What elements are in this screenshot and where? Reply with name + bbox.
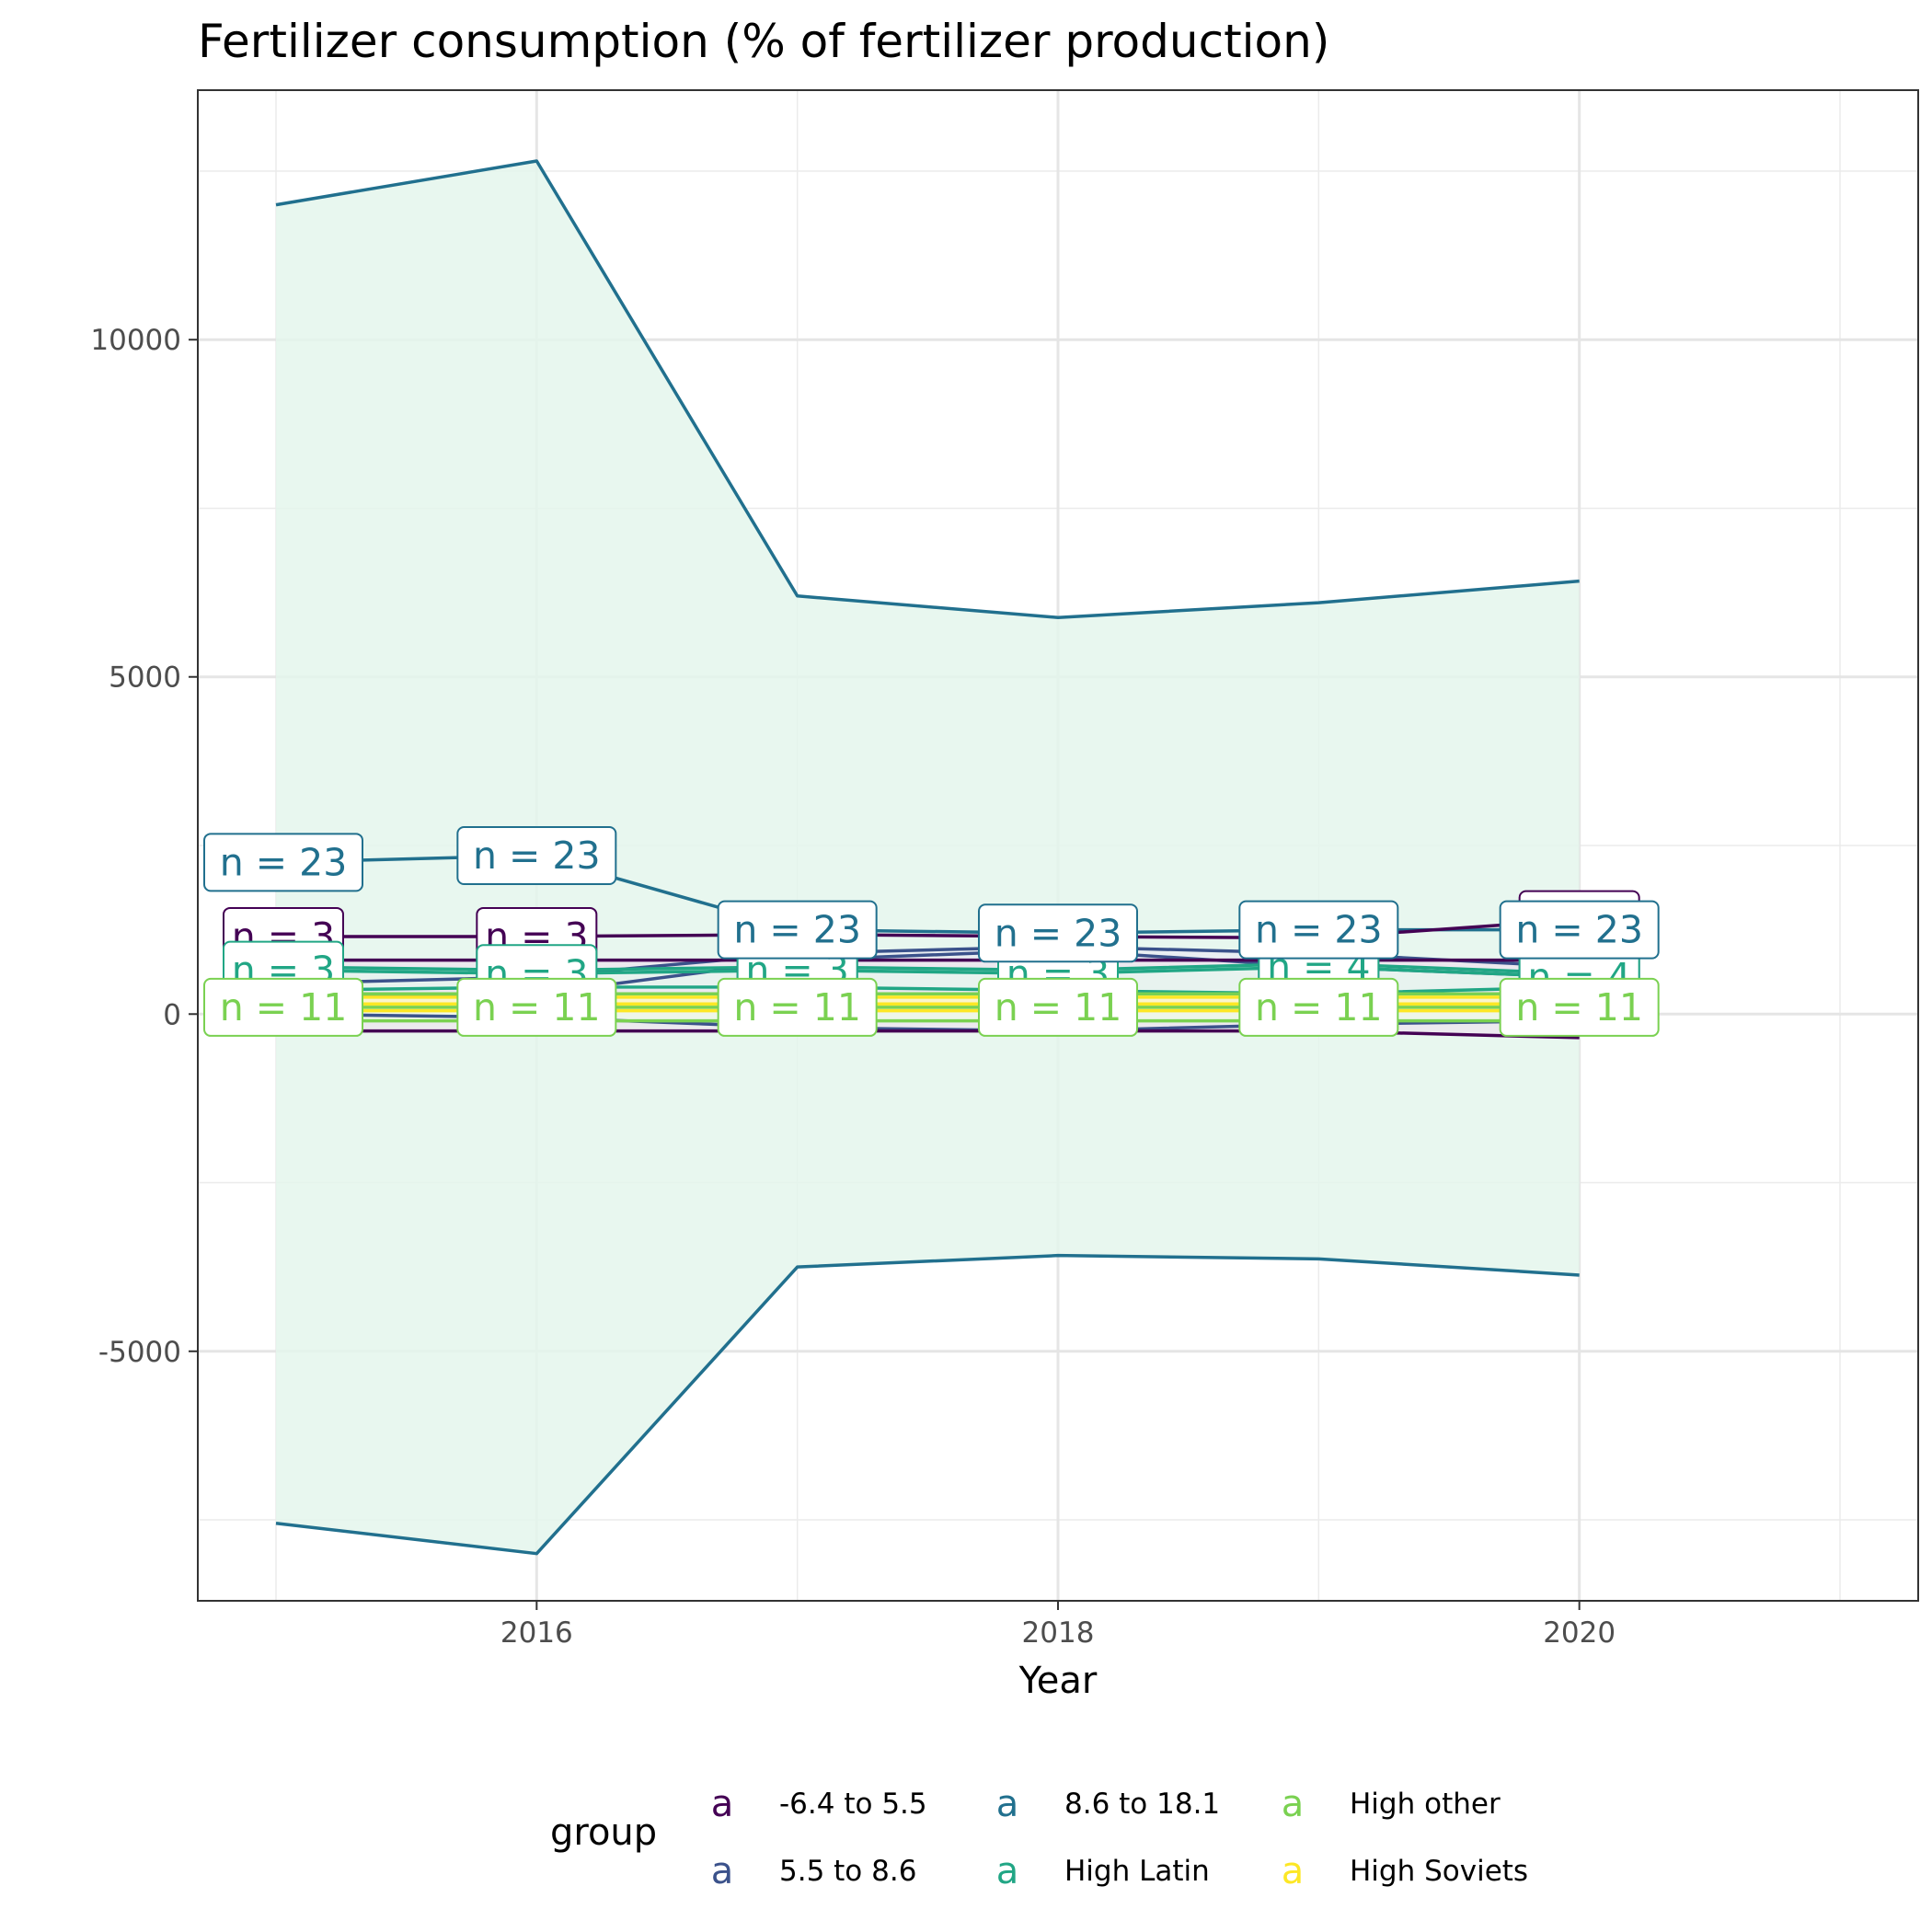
legend-label: High Latin [1064,1855,1210,1888]
legend-label: High other [1350,1788,1501,1821]
legend-key: a [1282,1783,1305,1825]
n-label-8.6 to 18.1: n = 23 [456,825,617,885]
n-label-8.6 to 18.1: n = 23 [203,833,363,892]
legend-label: 8.6 to 18.1 [1064,1788,1220,1821]
n-label-box [717,977,878,1037]
legend-item-High Soviets: a High Soviets [1282,1850,1528,1892]
legend-label: 5.5 to 8.6 [779,1855,916,1888]
n-label-box [978,903,1138,963]
legend-key: a [996,1850,1019,1892]
ribbon-8.6 to 18.1 [276,160,1580,1554]
n-label-8.6 to 18.1: n = 23 [1499,900,1660,960]
x-tick-label: 2016 [500,1616,573,1650]
legend-item-5.5 to 8.6: a 5.5 to 8.6 [711,1850,917,1892]
legend-item-8.6 to 18.1: a 8.6 to 18.1 [996,1783,1220,1825]
n-label-8.6 to 18.1: n = 23 [978,903,1138,963]
n-label-box [1238,900,1399,960]
n-label-text: n = 11 [220,985,348,1029]
n-label-High other: n = 11 [717,977,878,1037]
n-label-box [1238,977,1399,1037]
y-tick-label: -5000 [98,1336,181,1369]
x-axis-title: Year [1018,1660,1098,1702]
chart-title: Fertilizer consumption (% of fertilizer … [198,15,1329,68]
legend-label: High Soviets [1350,1855,1528,1888]
n-label-High other: n = 11 [1499,977,1660,1037]
n-label-box [456,825,617,885]
x-tick-label: 2020 [1543,1616,1616,1650]
n-label-text: n = 11 [473,985,601,1029]
n-labels: n = 3n = 3n = 3n = 3n = 3n = 3n = 3n = 3… [203,825,1660,1037]
n-label-High other: n = 11 [203,977,363,1037]
axes: 2016 2018 2020 -5000 0 5000 10000 [90,324,1616,1650]
n-label-box [203,833,363,892]
n-label-text: n = 11 [733,985,861,1029]
y-tick-label: 10000 [90,324,181,357]
legend-item-High Latin: a High Latin [996,1850,1210,1892]
n-label-box [456,977,617,1037]
n-label-text: n = 11 [1255,985,1383,1029]
n-label-box [717,900,878,960]
legend-key: a [711,1850,734,1892]
n-label-box [1499,977,1660,1037]
n-label-text: n = 11 [995,985,1122,1029]
n-label-box [1499,900,1660,960]
y-tick-label: 0 [163,998,181,1031]
n-label-box [978,977,1138,1037]
n-label-8.6 to 18.1: n = 23 [1238,900,1399,960]
n-label-High other: n = 11 [1238,977,1399,1037]
n-label-text: n = 23 [995,911,1122,955]
legend-key: a [711,1783,734,1825]
n-label-text: n = 23 [473,834,601,878]
legend: group a -6.4 to 5.5 a 5.5 to 8.6 a 8.6 to 18.1… [550,1783,1528,1892]
x-tick-label: 2018 [1022,1616,1095,1650]
n-label-text: n = 23 [220,840,348,884]
n-label-box [203,977,363,1037]
n-label-text: n = 23 [1515,908,1643,952]
n-label-text: n = 23 [1255,908,1383,952]
legend-title: group [550,1811,657,1854]
line-upper-8.6 to 18.1 [275,159,1580,619]
y-tick-label: 5000 [109,661,181,695]
n-label-High other: n = 11 [978,977,1138,1037]
n-label-text: n = 23 [733,908,861,952]
legend-key: a [996,1783,1019,1825]
legend-item-High other: a High other [1282,1783,1501,1825]
line-lower-8.6 to 18.1 [275,1253,1580,1556]
legend-label: -6.4 to 5.5 [779,1788,927,1821]
legend-item--6.4 to 5.5: a -6.4 to 5.5 [711,1783,927,1825]
n-label-8.6 to 18.1: n = 23 [717,900,878,960]
n-label-text: n = 11 [1515,985,1643,1029]
n-label-High other: n = 11 [456,977,617,1037]
legend-key: a [1282,1850,1305,1892]
